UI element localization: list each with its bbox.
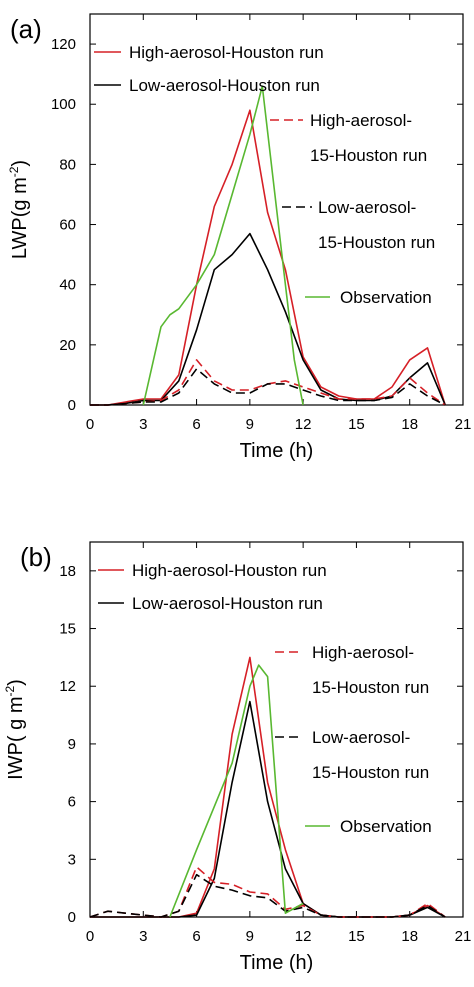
y-tick-label: 18 bbox=[59, 563, 76, 580]
legend-label-4: Low-aerosol- bbox=[312, 728, 410, 747]
legend-label-4-line2: 15-Houston run bbox=[318, 233, 435, 252]
panel-a-lwp-chart: (a) 0 3 6 9 12 15 18 21 0 20 40 60 80 100 120 Time (h) LW… bbox=[7, 13, 472, 462]
series-line-2 bbox=[90, 232, 446, 406]
x-tick-label: 9 bbox=[246, 928, 254, 945]
series-line-4 bbox=[90, 368, 446, 406]
y-tick-label: 0 bbox=[68, 909, 76, 926]
series-line-4 bbox=[89, 873, 446, 918]
x-axis-label: Time (h) bbox=[240, 440, 314, 462]
legend-label-5: Observation bbox=[340, 288, 432, 307]
series-line-5 bbox=[142, 85, 304, 406]
y-tick-label: 40 bbox=[59, 277, 76, 294]
x-tick-label: 21 bbox=[455, 928, 472, 945]
series-line-1 bbox=[90, 109, 446, 406]
y-tick-label: 60 bbox=[59, 217, 76, 234]
x-tick-label: 12 bbox=[295, 416, 312, 433]
legend-label-1: High-aerosol-Houston run bbox=[129, 43, 324, 62]
x-tick-label: 0 bbox=[86, 928, 94, 945]
y-tick-label: 9 bbox=[68, 736, 76, 753]
y-tick-label: 6 bbox=[68, 794, 76, 811]
panel-label: (a) bbox=[10, 14, 42, 44]
y-axis-label-main: LWP(g m bbox=[9, 177, 31, 259]
legend-label-5: Observation bbox=[340, 817, 432, 836]
legend-label-3-line2: 15-Houston run bbox=[312, 678, 429, 697]
legend-label-4: Low-aerosol- bbox=[318, 198, 416, 217]
legend-label-4-line2: 15-Houston run bbox=[312, 763, 429, 782]
x-tick-label: 3 bbox=[139, 416, 147, 433]
panel-b-iwp-chart: (b) 0 3 6 9 12 15 18 21 0 3 6 9 12 15 18 Time (h) IWP( g … bbox=[3, 541, 472, 974]
y-tick-label: 100 bbox=[51, 96, 76, 113]
y-axis-label-close: ) bbox=[5, 679, 27, 686]
x-tick-label: 15 bbox=[348, 928, 365, 945]
x-tick-label: 18 bbox=[401, 416, 418, 433]
y-tick-label: 15 bbox=[59, 621, 76, 638]
y-tick-label: 120 bbox=[51, 36, 76, 53]
y-axis-label-main: IWP( g m bbox=[5, 697, 27, 780]
series-line-5 bbox=[169, 664, 304, 918]
x-tick-label: 9 bbox=[246, 416, 254, 433]
y-axis-label: IWP( g m-2) bbox=[3, 679, 27, 780]
plot-frame bbox=[89, 541, 464, 918]
legend-label-2: Low-aerosol-Houston run bbox=[132, 594, 323, 613]
y-tick-label: 80 bbox=[59, 156, 76, 173]
legend-label-1: High-aerosol-Houston run bbox=[132, 561, 327, 580]
y-axis-label-superscript: -2 bbox=[3, 686, 17, 697]
y-tick-label: 20 bbox=[59, 337, 76, 354]
y-tick-label: 3 bbox=[68, 851, 76, 868]
y-axis-label-close: ) bbox=[9, 160, 31, 167]
series-line-3 bbox=[89, 866, 446, 918]
plot-frame bbox=[89, 13, 464, 406]
legend-label-2: Low-aerosol-Houston run bbox=[129, 76, 320, 95]
x-tick-label: 15 bbox=[348, 416, 365, 433]
x-tick-label: 6 bbox=[192, 416, 200, 433]
x-tick-label: 21 bbox=[455, 416, 472, 433]
x-tick-label: 3 bbox=[139, 928, 147, 945]
x-tick-label: 12 bbox=[295, 928, 312, 945]
y-axis-label-superscript: -2 bbox=[7, 166, 21, 177]
x-tick-label: 0 bbox=[86, 416, 94, 433]
y-axis-label: LWP(g m-2) bbox=[7, 160, 31, 259]
x-axis-label: Time (h) bbox=[240, 952, 314, 974]
panel-label: (b) bbox=[20, 542, 52, 572]
x-tick-label: 6 bbox=[192, 928, 200, 945]
x-tick-label: 18 bbox=[401, 928, 418, 945]
legend-label-3: High-aerosol- bbox=[312, 643, 414, 662]
legend-label-3: High-aerosol- bbox=[310, 111, 412, 130]
legend-label-3-line2: 15-Houston run bbox=[310, 146, 427, 165]
y-tick-label: 12 bbox=[59, 678, 76, 695]
y-tick-label: 0 bbox=[68, 397, 76, 414]
